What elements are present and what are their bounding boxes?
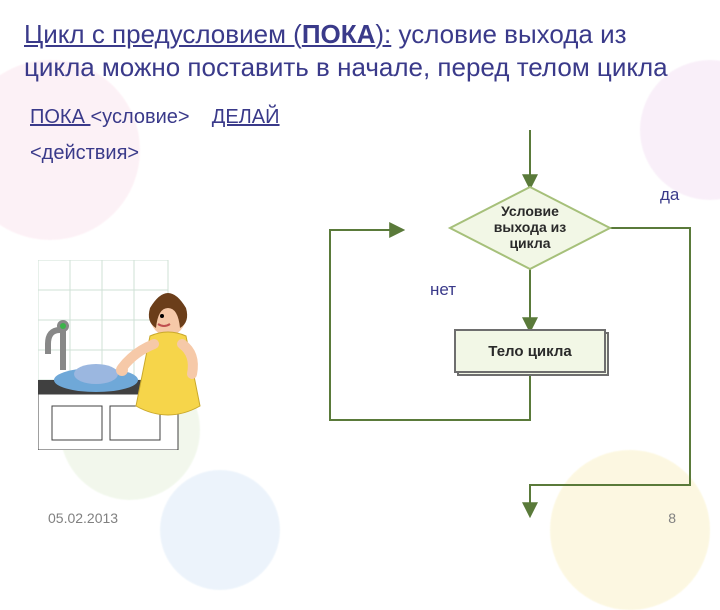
keyword-do: ДЕЛАЙ (212, 106, 280, 128)
title-underlined-close: ): (375, 19, 391, 49)
edge-label-no: нет (430, 280, 456, 299)
title-keyword: ПОКА (302, 19, 376, 49)
body-label: Тело цикла (488, 343, 572, 360)
decision-label-2: выхода из (494, 219, 567, 235)
footer-date: 05.02.2013 (48, 510, 118, 526)
pseudocode-body: <действия> (30, 142, 139, 164)
keyword-while: ПОКА (30, 106, 90, 128)
slide: Цикл с предусловием (ПОКА): условие выхо… (0, 0, 720, 540)
page-title: Цикл с предусловием (ПОКА): условие выхо… (24, 18, 696, 85)
decision-label-1: Условие (501, 203, 559, 219)
pseudocode-condition: <условие> (90, 106, 189, 128)
title-underlined-open: Цикл с предусловием ( (24, 19, 302, 49)
edge-loop-back (330, 230, 530, 420)
flowchart: Условие выхода из цикла Тело цикла да не… (290, 130, 710, 520)
clipart-illustration (38, 260, 238, 450)
edge-label-yes: да (660, 185, 680, 204)
footer-page-number: 8 (668, 510, 676, 526)
decision-label-3: цикла (509, 235, 550, 251)
